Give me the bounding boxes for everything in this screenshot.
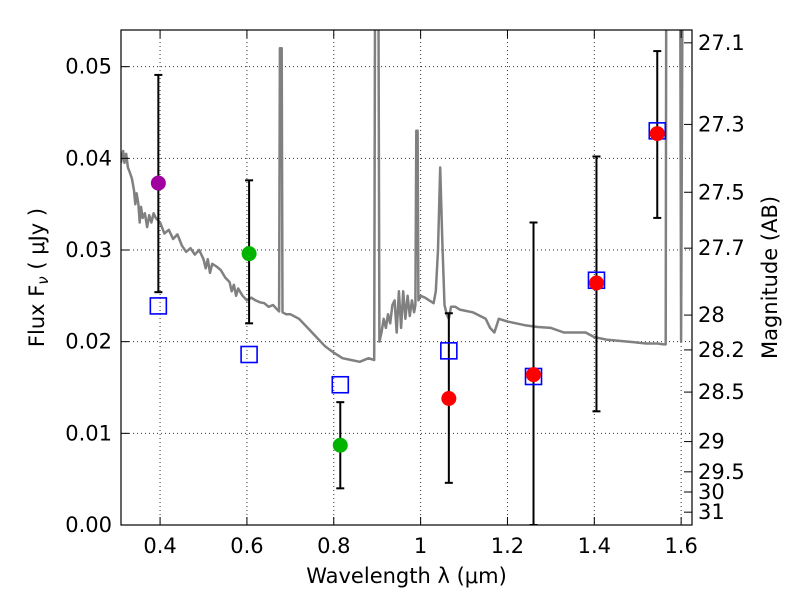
right-tick-label: 29.5 <box>698 460 745 484</box>
right-tick-label: 27.7 <box>698 236 745 260</box>
y-axis-label-main: Flux F <box>25 285 49 347</box>
observed-photometry-point <box>241 246 257 262</box>
y-axis-label: Flux Fν ( μJy ) <box>25 208 52 347</box>
right-tick-label: 27.3 <box>698 112 745 136</box>
x-tick-label: 0.4 <box>143 534 176 558</box>
ticks-layer: 0.4 0.6 0.8 1 1.2 1.4 1.6 0.00 0.01 0.02 0.03 0.04 0… <box>65 30 745 558</box>
x-tick-label: 0.8 <box>317 534 350 558</box>
markers-layer <box>149 122 667 453</box>
x-axis-label: Wavelength λ (μm) <box>306 564 507 588</box>
observed-photometry-point <box>588 275 604 291</box>
right-tick-label: 28.5 <box>698 380 745 404</box>
x-tick-label: 1.2 <box>491 534 524 558</box>
right-tick-label: 27.1 <box>698 31 745 55</box>
y-tick-label: 0.01 <box>65 421 112 445</box>
observed-photometry-point <box>526 367 542 383</box>
sed-model-line <box>121 30 684 364</box>
right-tick-label: 27.5 <box>698 180 745 204</box>
sed-model-layer <box>121 30 684 364</box>
y-tick-label: 0.03 <box>65 238 112 262</box>
observed-photometry-point <box>649 126 665 142</box>
right-tick-label: 28 <box>698 303 725 327</box>
observed-photometry-point <box>441 391 457 406</box>
x-tick-label: 0.6 <box>230 534 263 558</box>
model-photometry-square <box>149 297 168 315</box>
right-tick-label: 29 <box>698 430 725 454</box>
right-axis-label: Magnitude (AB) <box>758 196 782 359</box>
observed-photometry-point <box>332 437 348 453</box>
y-axis-label-unit: ( μJy ) <box>25 208 49 276</box>
right-tick-label: 30 <box>698 480 725 504</box>
model-photometry-square <box>331 375 350 394</box>
x-tick-label: 1.4 <box>578 534 611 558</box>
x-tick-label: 1.6 <box>664 534 697 558</box>
plot-frame <box>120 29 693 526</box>
right-tick-label: 28.2 <box>698 338 745 362</box>
observed-photometry-point <box>150 175 166 191</box>
model-photometry-square <box>240 345 258 364</box>
y-axis-label-subscript: ν <box>34 276 52 284</box>
x-tick-label: 1 <box>414 534 427 558</box>
y-tick-label: 0.05 <box>65 55 112 79</box>
model-photometry-square <box>440 342 458 360</box>
right-tick-label: 31 <box>698 500 725 524</box>
y-tick-label: 0.00 <box>65 513 112 537</box>
y-tick-label: 0.04 <box>65 146 112 170</box>
y-tick-label: 0.02 <box>65 330 112 354</box>
